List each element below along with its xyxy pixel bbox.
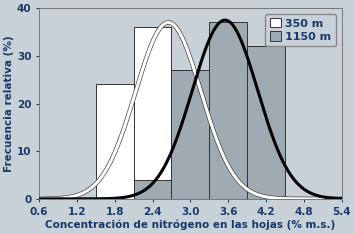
Bar [134,27,171,199]
Bar [209,103,247,199]
Bar [134,180,171,199]
Bar [171,103,209,199]
Bar [247,46,285,199]
Bar [96,84,134,199]
X-axis label: Concentración de nitrógeno en las hojas (% m.s.): Concentración de nitrógeno en las hojas … [45,219,335,230]
Bar [171,70,209,199]
Bar [209,22,247,199]
Y-axis label: Frecuencia relativa (%): Frecuencia relativa (%) [4,35,14,172]
Legend: 350 m, 1150 m: 350 m, 1150 m [266,14,336,46]
